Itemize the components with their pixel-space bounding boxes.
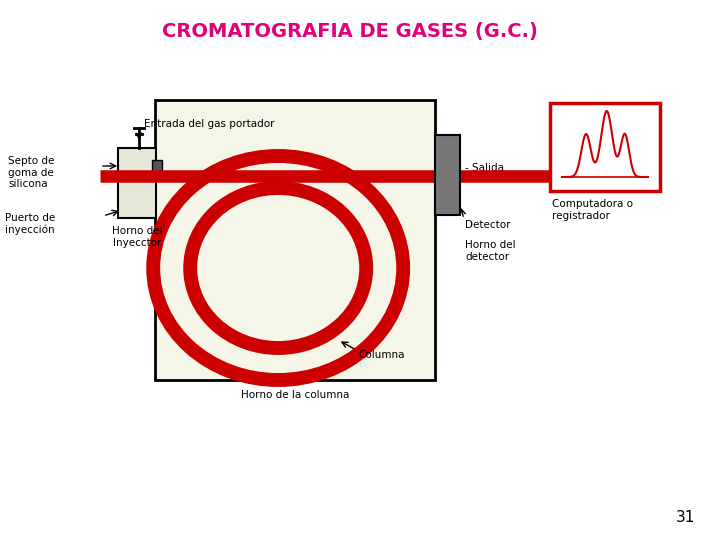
Text: Horno del
detector: Horno del detector bbox=[465, 240, 516, 261]
Text: - Salida: - Salida bbox=[465, 163, 504, 173]
Text: Puerto de
inyección: Puerto de inyección bbox=[5, 213, 55, 235]
Bar bbox=[118, 148, 156, 218]
Text: Horno de la columna: Horno de la columna bbox=[240, 390, 349, 400]
Text: Entrada del gas portador: Entrada del gas portador bbox=[144, 119, 274, 129]
Bar bbox=[155, 100, 435, 380]
Bar bbox=[435, 135, 460, 215]
Text: Detector: Detector bbox=[465, 220, 510, 230]
Text: Horno del
Inyecctor: Horno del Inyecctor bbox=[112, 226, 162, 248]
Bar bbox=[152, 160, 162, 178]
Text: Columna: Columna bbox=[359, 350, 405, 360]
Text: CROMATOGRAFIA DE GASES (G.C.): CROMATOGRAFIA DE GASES (G.C.) bbox=[162, 23, 538, 42]
Bar bbox=[550, 103, 660, 191]
Text: Septo de
goma de
silicona: Septo de goma de silicona bbox=[8, 156, 55, 189]
Text: Computadora o
registrador: Computadora o registrador bbox=[552, 199, 633, 221]
Text: 31: 31 bbox=[675, 510, 695, 525]
